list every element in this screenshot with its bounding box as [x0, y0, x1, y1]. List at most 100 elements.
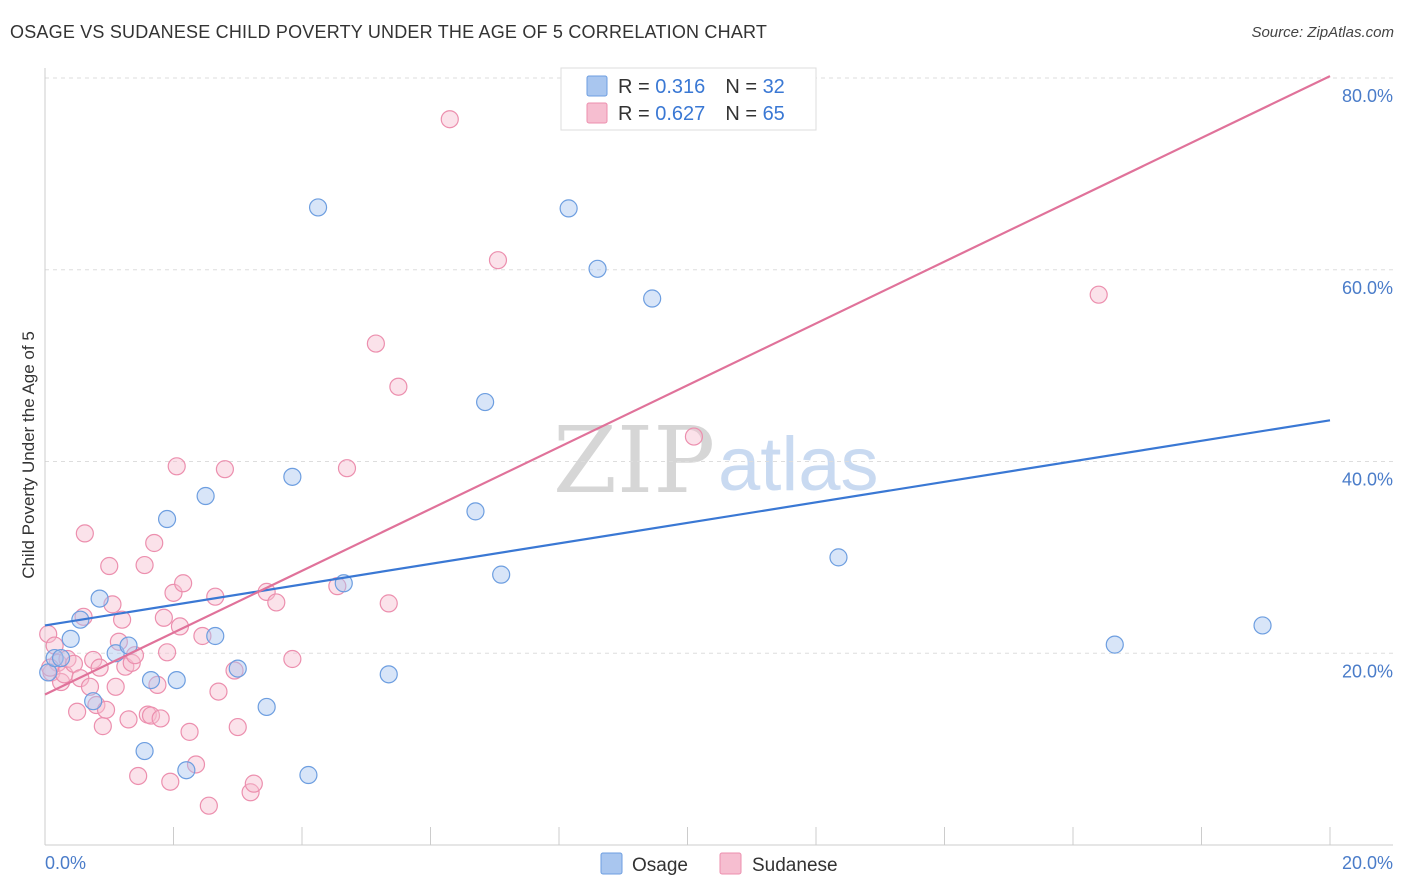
osage-r-label: R = [618, 76, 655, 98]
sudanese-point [100, 556, 119, 576]
source-label: Source: ZipAtlas.com [1251, 24, 1394, 41]
x-tick-labels: 0.0% 20.0% [45, 853, 1393, 873]
sudanese-point [199, 796, 218, 815]
osage-n-label: N = [725, 76, 762, 98]
osage-point [1105, 635, 1124, 654]
osage-point [476, 392, 495, 412]
osage-point [141, 670, 161, 690]
osage-point [643, 289, 662, 308]
watermark-atlas: atlas [718, 422, 879, 507]
watermark: ZIP atlas [553, 407, 879, 514]
sudanese-point [225, 661, 244, 680]
sudanese-point [215, 460, 234, 479]
trend-lines [44, 75, 1331, 696]
osage-point [283, 467, 302, 486]
sudanese-point [145, 533, 164, 553]
sudanese-point [174, 574, 193, 593]
sudanese-point [164, 583, 183, 602]
sudanese-point [684, 427, 704, 446]
sudanese-point [1089, 285, 1108, 304]
sudanese-point [337, 459, 357, 478]
y-tick-label: 80.0% [1342, 86, 1393, 106]
sudanese-point [135, 555, 154, 575]
osage-point [84, 692, 103, 711]
sudanese-point [283, 649, 302, 669]
sudanese-point [389, 377, 408, 396]
osage-point [1253, 616, 1272, 635]
osage-point [51, 648, 71, 668]
osage-r-value: 0.316 [655, 76, 705, 98]
sudanese-point [379, 594, 398, 613]
sudanese-stats: R = 0.627 N = 65 [618, 103, 785, 125]
osage-point [61, 629, 80, 648]
sudanese-legend-swatch [586, 102, 608, 124]
osage-legend-swatch [586, 75, 608, 97]
osage-stats: R = 0.316 N = 32 [618, 76, 785, 98]
osage-point [308, 198, 328, 217]
sudanese-r-label: R = [618, 103, 655, 125]
y-tick-label: 60.0% [1342, 278, 1393, 298]
sudanese-point [167, 457, 186, 476]
bottom-legend-osage-swatch [600, 852, 623, 875]
osage-point [167, 670, 186, 690]
chart-title: OSAGE VS SUDANESE CHILD POVERTY UNDER TH… [10, 22, 768, 42]
sudanese-point [75, 524, 94, 543]
sudanese-point [244, 774, 263, 793]
sudanese-point [93, 717, 112, 736]
stats-legend: R = 0.316 N = 32 R = 0.627 N = 65 [560, 67, 817, 131]
osage-points [39, 198, 1272, 785]
sudanese-point [80, 677, 100, 696]
osage-point [379, 665, 398, 684]
watermark-zip: ZIP [553, 407, 715, 514]
sudanese-points [39, 110, 1108, 815]
osage-point [466, 502, 485, 521]
sudanese-point [96, 700, 116, 719]
sudanese-r-value: 0.627 [655, 103, 705, 125]
sudanese-point [151, 709, 170, 728]
sudanese-point [161, 772, 180, 791]
sudanese-n-value: 65 [763, 103, 785, 125]
osage-point [228, 659, 247, 678]
y-tick-labels: 20.0% 40.0% 60.0% 80.0% [1342, 86, 1393, 681]
sudanese-point [186, 755, 206, 774]
osage-point [196, 486, 215, 506]
bottom-legend-sudanese-label: Sudanese [752, 855, 838, 876]
osage-point [206, 626, 225, 646]
axes [44, 68, 1393, 846]
sudanese-point [129, 766, 148, 786]
x-tick-label: 20.0% [1342, 853, 1393, 873]
sudanese-n-label: N = [725, 103, 762, 125]
osage-point [90, 589, 109, 608]
sudanese-point [366, 334, 385, 353]
y-tick-label: 40.0% [1342, 470, 1393, 490]
sudanese-point [68, 702, 87, 721]
bottom-legend-sudanese-swatch [719, 852, 742, 875]
gridlines [45, 77, 1393, 654]
x-tick-label: 0.0% [45, 853, 86, 873]
osage-point [45, 648, 64, 668]
osage-point [157, 509, 177, 529]
sudanese-point [180, 722, 199, 741]
osage-point [135, 741, 154, 761]
bottom-legend: Osage Sudanese [600, 852, 838, 876]
sudanese-point [154, 608, 173, 627]
sudanese-point [440, 110, 459, 129]
osage-point [588, 259, 607, 278]
osage-point [299, 765, 318, 785]
sudanese-point [157, 643, 177, 662]
osage-n-value: 32 [763, 76, 785, 98]
osage-point [177, 761, 196, 780]
sudanese-point [106, 677, 125, 696]
sudanese-trend-line [44, 75, 1331, 696]
osage-point [829, 548, 848, 567]
sudanese-point [119, 710, 138, 729]
sudanese-point [193, 626, 212, 646]
bottom-legend-osage-label: Osage [632, 855, 688, 876]
sudanese-point [209, 682, 228, 701]
sudanese-point [488, 251, 508, 270]
sudanese-point [109, 632, 128, 651]
sudanese-point [228, 717, 247, 737]
osage-point [559, 199, 578, 218]
sudanese-point [267, 593, 286, 612]
